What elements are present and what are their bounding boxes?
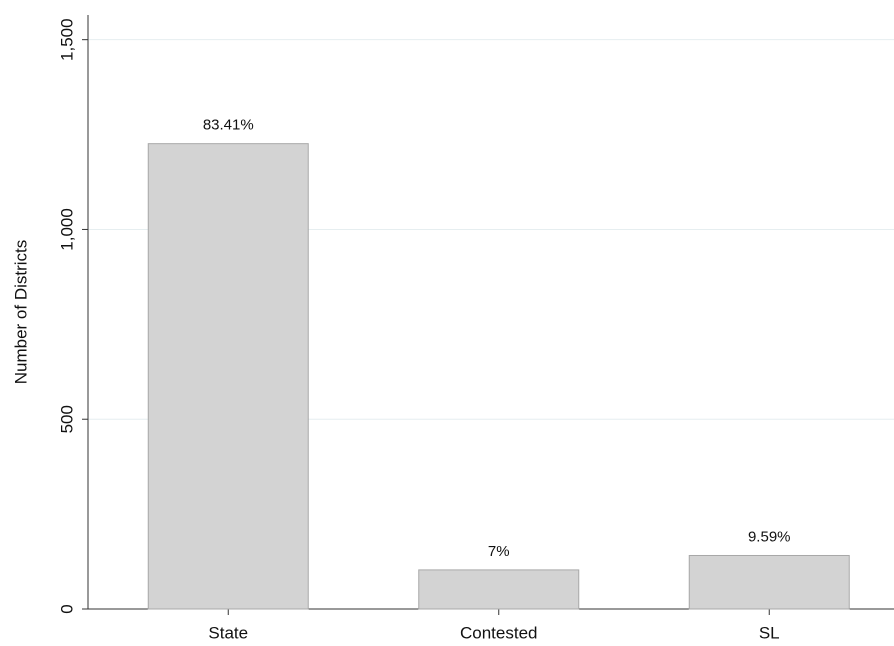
- y-tick-label: 1,500: [57, 18, 76, 61]
- x-tick-label: SL: [759, 623, 780, 642]
- bar-label: 9.59%: [748, 528, 791, 545]
- bar: [418, 569, 580, 610]
- bar-label: 83.41%: [203, 117, 254, 134]
- y-tick-label: 0: [57, 604, 76, 613]
- x-tick-label: Contested: [460, 623, 538, 642]
- y-tick-label: 1,000: [57, 208, 76, 251]
- x-tick-label: State: [208, 623, 248, 642]
- y-tick-label: 500: [57, 405, 76, 433]
- y-axis-label: Number of Districts: [11, 240, 30, 385]
- bar: [147, 143, 309, 610]
- bar-label: 7%: [488, 543, 510, 560]
- bar: [688, 554, 850, 610]
